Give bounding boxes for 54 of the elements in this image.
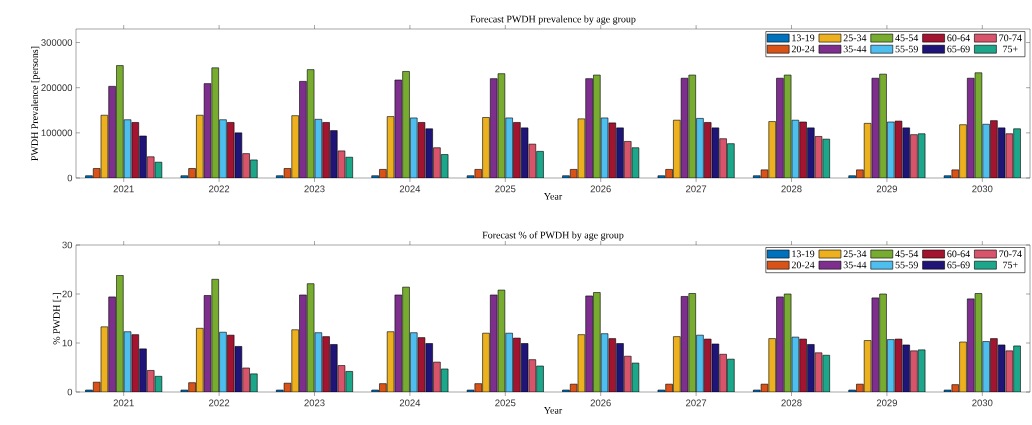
legend-label: 55-59 [895, 261, 918, 269]
y-tick-label: 0 [67, 174, 73, 182]
y-tick-label: 200000 [41, 84, 73, 92]
legend-label: 60-64 [947, 250, 970, 258]
legend-label: 65-69 [947, 261, 970, 269]
y-tick-label: 100000 [41, 129, 73, 137]
x-tick-label: 2025 [495, 185, 516, 193]
x-tick-label: 2025 [495, 399, 516, 407]
legend-label: 45-54 [895, 250, 919, 258]
legend-label: 75+ [1003, 261, 1018, 269]
legend-label: 25-34 [843, 34, 867, 42]
x-tick-label: 2027 [686, 185, 707, 193]
x-axis-title: Year [543, 407, 563, 414]
chart-title: Forecast % of PWDH by age group [482, 231, 624, 241]
y-tick-label: 10 [62, 339, 73, 347]
legend-label: 13-19 [792, 250, 815, 258]
chart-title: Forecast PWDH prevalence by age group [470, 15, 636, 25]
legend-label: 25-34 [843, 250, 867, 258]
legend-label: 35-44 [843, 45, 867, 53]
legend-label: 35-44 [843, 261, 867, 269]
legend-label: 13-19 [792, 34, 815, 42]
x-tick-label: 2030 [972, 185, 993, 193]
x-tick-label: 2021 [113, 185, 134, 193]
x-tick-label: 2023 [304, 399, 325, 407]
legend-label: 70-74 [999, 250, 1022, 258]
x-tick-label: 2028 [781, 185, 802, 193]
x-tick-label: 2028 [781, 399, 802, 407]
x-tick-label: 2026 [590, 185, 611, 193]
x-tick-label: 2030 [972, 399, 993, 407]
y-tick-label: 300000 [41, 39, 73, 46]
x-tick-label: 2029 [876, 185, 897, 193]
x-axis-title: Year [543, 193, 563, 200]
y-axis-title: % PWDH [-] [52, 292, 62, 345]
legend-label: 20-24 [791, 261, 815, 269]
x-tick-label: 2029 [876, 399, 897, 407]
legend-label: 60-64 [947, 34, 970, 42]
x-tick-label: 2024 [399, 399, 421, 407]
y-tick-label: 0 [67, 388, 73, 396]
legend-label: 45-54 [895, 34, 919, 42]
legend-label: 65-69 [947, 45, 970, 53]
x-tick-label: 2026 [590, 399, 611, 407]
x-tick-label: 2022 [209, 185, 230, 193]
x-tick-label: 2021 [113, 399, 134, 407]
x-tick-label: 2023 [304, 185, 325, 193]
y-tick-label: 20 [62, 290, 73, 298]
y-tick-label: 30 [62, 241, 73, 249]
x-tick-label: 2027 [686, 399, 707, 407]
y-axis-title: PWDH Prevalence [persons] [31, 46, 41, 161]
legend-label: 70-74 [999, 34, 1022, 42]
legend-label: 55-59 [895, 45, 918, 53]
x-tick-label: 2024 [399, 185, 421, 193]
legend-label: 75+ [1003, 45, 1018, 53]
legend-label: 20-24 [791, 45, 815, 53]
x-tick-label: 2022 [209, 399, 230, 407]
